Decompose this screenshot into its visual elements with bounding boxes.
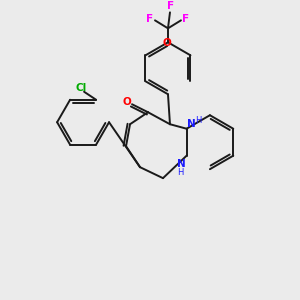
Text: N: N: [177, 159, 186, 169]
Text: Cl: Cl: [76, 83, 87, 93]
Text: N: N: [187, 119, 196, 129]
Text: O: O: [123, 97, 131, 107]
Text: O: O: [163, 38, 171, 48]
Text: F: F: [182, 14, 190, 24]
Text: H: H: [177, 168, 184, 177]
Text: F: F: [146, 14, 154, 24]
Text: F: F: [167, 2, 175, 11]
Text: H: H: [195, 116, 202, 125]
